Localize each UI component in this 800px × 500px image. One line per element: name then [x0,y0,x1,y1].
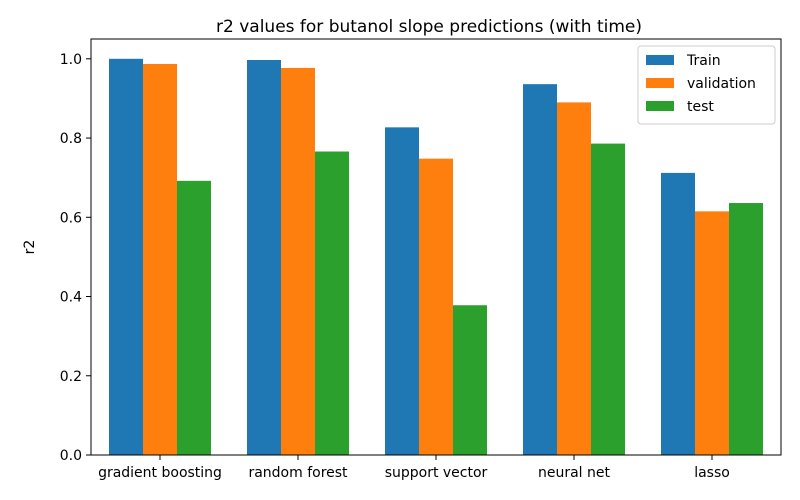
bar-validation-neural-net [557,102,591,455]
y-tick-label: 0.2 [60,369,82,385]
bar-test-random-forest [315,151,349,455]
y-tick-label: 0.8 [60,131,82,147]
y-tick-label: 0.4 [60,290,82,306]
bar-validation-gradient-boosting [143,63,177,456]
bar-validation-lasso [695,211,729,455]
x-tick-label: neural net [538,465,611,481]
x-tick-label: gradient boosting [98,465,222,481]
bar-train-gradient-boosting [109,58,143,456]
plot-area-frame [90,38,782,456]
bar-test-gradient-boosting [177,180,211,456]
y-axis-label: r2 [22,240,38,255]
x-axis-ticks: gradient boosting random forest support ve… [98,455,730,481]
legend-label-test: test [687,99,714,115]
bar-test-lasso [729,203,763,455]
chart-title: r2 values for butanol slope predictions … [216,17,642,37]
legend-swatch-train [646,55,674,65]
y-tick-label: 0.6 [60,210,82,226]
y-axis-ticks: 0.0 0.2 0.4 0.6 0.8 1.0 [60,52,91,464]
bars-group [109,58,763,456]
y-tick-label: 0.0 [60,448,82,464]
bar-train-random-forest [247,59,281,455]
legend-label-validation: validation [687,76,756,92]
bar-validation-support-vector [419,158,453,455]
x-tick-label: support vector [385,465,488,481]
bar-test-neural-net [591,143,625,455]
bar-train-support-vector [385,127,419,456]
legend-swatch-test [646,101,674,111]
legend-swatch-validation [646,78,674,88]
bar-validation-random-forest [281,67,315,455]
legend: Train validation test [637,45,776,125]
bar-test-support-vector [453,305,487,455]
y-tick-label: 1.0 [60,52,82,68]
bar-train-neural-net [523,84,557,455]
legend-label-train: Train [686,53,721,69]
x-tick-label: lasso [694,465,730,481]
x-tick-label: random forest [248,465,348,481]
bar-train-lasso [661,172,695,455]
